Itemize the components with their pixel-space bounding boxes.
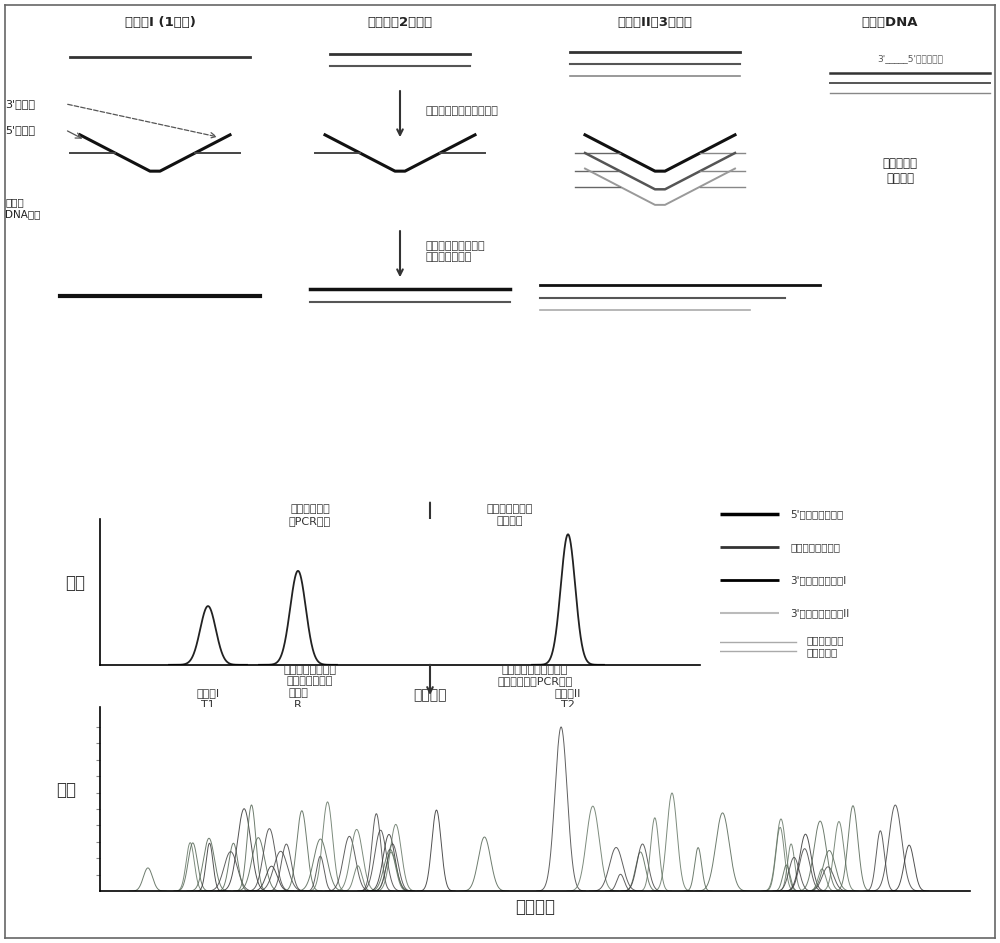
Text: 毛细管电泳分离
扩增产物: 毛细管电泳分离 扩增产物 — [487, 505, 533, 526]
Text: 参照区（2拷贝）: 参照区（2拷贝） — [367, 15, 433, 28]
Text: 参照区
R: 参照区 R — [288, 688, 308, 710]
Y-axis label: 峰高: 峰高 — [65, 573, 85, 592]
Text: 3'端通用引物序列I: 3'端通用引物序列I — [790, 575, 846, 585]
Text: 加长连接反应
探针与模板: 加长连接反应 探针与模板 — [806, 636, 844, 657]
X-axis label: 电泳位置: 电泳位置 — [515, 898, 555, 916]
Text: 用通用引物进
行PCR扩增: 用通用引物进 行PCR扩增 — [289, 505, 331, 526]
Text: 目标区II
T2: 目标区II T2 — [555, 688, 581, 710]
Text: 基因组
DNA模板: 基因组 DNA模板 — [5, 197, 40, 219]
Text: 3'_____5'反向互补链: 3'_____5'反向互补链 — [877, 55, 943, 63]
Text: 3'端综针: 3'端综针 — [5, 99, 35, 108]
Text: 5'端综针: 5'端综针 — [5, 124, 35, 135]
Text: 探针与对应
模板配对: 探针与对应 模板配对 — [883, 157, 918, 185]
Text: 目标区I (1拷贝): 目标区I (1拷贝) — [125, 15, 195, 28]
Text: 采用不同通用引物序列
进行多重荧光PCR扩增: 采用不同通用引物序列 进行多重荧光PCR扩增 — [497, 665, 573, 687]
Text: 5'端通用引物序列: 5'端通用引物序列 — [790, 508, 843, 519]
Text: 目标区II（3拷贝）: 目标区II（3拷贝） — [618, 15, 692, 28]
Text: 位点鉴别连接序列: 位点鉴别连接序列 — [790, 542, 840, 552]
Y-axis label: 峰高: 峰高 — [56, 781, 76, 799]
Text: 在连接酶作用下进行
（双）连接反应: 在连接酶作用下进行 （双）连接反应 — [425, 240, 485, 262]
Text: 3'端通用引物序列II: 3'端通用引物序列II — [790, 608, 849, 619]
Text: 目标区I
T1: 目标区I T1 — [196, 688, 220, 710]
Text: 加入综针后进行变性复性: 加入综针后进行变性复性 — [425, 107, 498, 117]
Text: 基因组DNA: 基因组DNA — [862, 15, 918, 28]
Text: 电泳位置: 电泳位置 — [413, 688, 447, 703]
Text: 采用不同长度的位
点鉴别连接序列: 采用不同长度的位 点鉴别连接序列 — [284, 665, 336, 687]
